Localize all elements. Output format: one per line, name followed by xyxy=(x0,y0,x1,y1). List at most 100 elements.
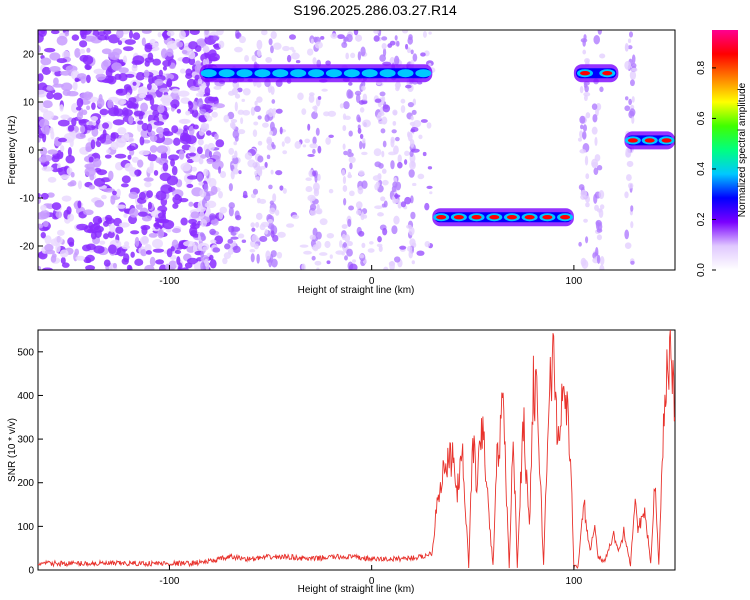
noise-blob xyxy=(122,55,128,64)
noise-blob xyxy=(358,100,365,105)
noise-blob xyxy=(427,166,433,170)
noise-blob xyxy=(162,219,175,230)
noise-blob xyxy=(166,40,179,51)
noise-blob xyxy=(424,202,430,211)
noise-blob xyxy=(128,115,134,125)
noise-blob xyxy=(372,175,382,181)
noise-blob xyxy=(279,185,284,191)
noise-streak xyxy=(232,156,239,165)
noise-blob xyxy=(289,46,295,51)
noise-blob xyxy=(378,120,387,125)
y-tick-label: 100 xyxy=(17,522,34,533)
band-peak-inner xyxy=(311,71,322,76)
noise-blob xyxy=(124,133,130,139)
noise-blob xyxy=(185,110,191,116)
noise-blob xyxy=(107,230,115,239)
noise-streak xyxy=(228,202,235,209)
noise-streak xyxy=(592,114,598,123)
colorbar: 0.0 0.2 0.4 0.6 0.8 Normalized spectral ampl… xyxy=(696,30,748,277)
noise-streak xyxy=(312,136,317,145)
spectrogram-x-ticks: -100 0 100 xyxy=(159,265,583,287)
noise-blob xyxy=(157,104,165,114)
snr-panel: -100 0 100 0 100 200 300 400 500 Height of stra… xyxy=(7,329,676,595)
noise-blob xyxy=(38,44,41,54)
noise-streak xyxy=(596,234,603,241)
noise-blob xyxy=(103,233,109,240)
noise-blob xyxy=(38,265,42,270)
noise-blob xyxy=(362,119,371,128)
noise-streak xyxy=(407,132,413,142)
noise-blob xyxy=(213,96,219,106)
noise-streak xyxy=(357,51,362,61)
noise-blob xyxy=(339,240,343,248)
noise-streak xyxy=(599,264,605,270)
noise-streak xyxy=(383,266,389,270)
noise-blob xyxy=(56,229,65,236)
band-peak-inner xyxy=(239,71,250,76)
colorbar-gradient xyxy=(712,30,738,270)
snr-x-label: Height of straight line (km) xyxy=(298,584,415,595)
noise-blob xyxy=(374,183,379,191)
noise-streak xyxy=(227,111,235,120)
noise-blob xyxy=(157,228,165,239)
noise-blob xyxy=(67,213,75,222)
noise-blob xyxy=(66,90,79,97)
noise-blob xyxy=(79,92,89,100)
noise-streak xyxy=(234,93,241,99)
noise-streak xyxy=(348,205,355,211)
noise-streak xyxy=(361,85,366,91)
y-tick-label: 0 xyxy=(28,146,34,157)
noise-blob xyxy=(56,58,68,64)
noise-blob xyxy=(49,126,54,134)
noise-blob xyxy=(205,130,212,136)
noise-streak xyxy=(250,222,255,228)
noise-streak xyxy=(388,261,396,267)
noise-blob xyxy=(72,81,78,91)
noise-blob xyxy=(319,218,328,226)
noise-streak xyxy=(408,250,413,259)
snr-y-ticks: 0 100 200 300 400 500 xyxy=(17,347,43,577)
noise-blob xyxy=(115,226,124,234)
noise-blob xyxy=(344,115,351,120)
noise-blob xyxy=(47,176,57,183)
noise-blob xyxy=(260,221,270,228)
noise-streak xyxy=(584,155,589,166)
noise-streak xyxy=(200,250,204,258)
noise-streak xyxy=(347,152,354,158)
colorbar-label: Normalized spectral amplitude xyxy=(737,82,748,217)
noise-blob xyxy=(49,65,61,72)
noise-blob xyxy=(284,136,291,144)
noise-streak xyxy=(599,86,604,93)
noise-blob xyxy=(264,228,269,235)
noise-blob xyxy=(197,40,207,46)
noise-blob xyxy=(143,177,154,182)
noise-blob xyxy=(118,89,124,94)
x-tick-label: 100 xyxy=(566,576,583,587)
noise-blob xyxy=(123,253,130,263)
noise-blob xyxy=(241,98,246,103)
noise-streak xyxy=(256,253,260,264)
noise-streak xyxy=(630,221,634,229)
noise-blob xyxy=(218,166,222,174)
band-peak-inner xyxy=(293,71,304,76)
y-tick-label: 0 xyxy=(28,566,34,577)
noise-streak xyxy=(624,60,632,70)
noise-blob xyxy=(95,73,107,81)
noise-blob xyxy=(275,170,283,176)
band-peak-inner xyxy=(524,215,535,220)
noise-blob xyxy=(276,251,283,259)
noise-streak xyxy=(394,55,400,66)
noise-blob xyxy=(186,183,194,189)
noise-blob xyxy=(417,173,425,180)
noise-blob xyxy=(129,208,139,218)
noise-blob xyxy=(39,209,50,220)
noise-blob xyxy=(404,150,410,156)
noise-blob xyxy=(130,230,140,235)
noise-blob xyxy=(97,34,108,41)
noise-blob xyxy=(170,246,175,252)
noise-streak xyxy=(578,184,585,191)
noise-blob xyxy=(405,84,412,89)
noise-streak xyxy=(315,127,320,136)
noise-streak xyxy=(230,231,237,236)
noise-streak xyxy=(625,147,631,157)
